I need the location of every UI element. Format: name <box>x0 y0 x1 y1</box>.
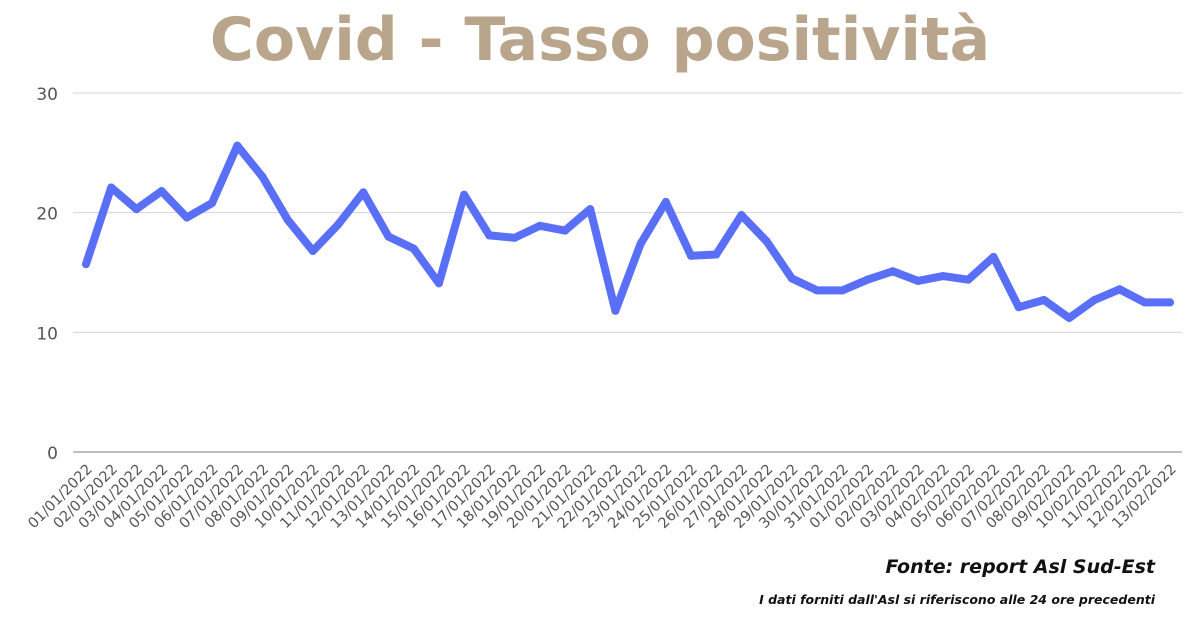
x-axis-ticks: 01/01/202202/01/202203/01/202204/01/2022… <box>25 462 1179 532</box>
data-point <box>737 211 746 220</box>
gridlines <box>73 92 1182 453</box>
data-point <box>888 267 897 276</box>
data-point <box>208 199 217 208</box>
data-point <box>132 205 141 214</box>
data-point <box>485 231 494 240</box>
data-point <box>384 232 393 241</box>
data-point <box>611 306 620 315</box>
data-point <box>787 274 796 283</box>
data-point <box>308 246 317 255</box>
data-point <box>687 251 696 260</box>
data-point <box>1115 285 1124 294</box>
y-tick-label: 30 <box>36 85 58 105</box>
data-point <box>762 237 771 246</box>
data-point <box>863 275 872 284</box>
y-tick-label: 0 <box>47 444 58 464</box>
data-points <box>82 141 1174 322</box>
data-point <box>258 172 267 181</box>
data-point <box>813 286 822 295</box>
data-point <box>510 233 519 242</box>
data-point <box>182 213 191 222</box>
data-point <box>712 250 721 259</box>
data-point <box>989 252 998 261</box>
y-tick-label: 20 <box>36 205 58 225</box>
data-point <box>1065 313 1074 322</box>
y-axis-ticks: 0 10 20 30 <box>36 85 58 464</box>
data-point <box>409 244 418 253</box>
data-point <box>913 276 922 285</box>
data-point <box>1039 296 1048 305</box>
data-point <box>283 215 292 224</box>
data-point <box>1014 303 1023 312</box>
data-point <box>434 279 443 288</box>
data-point <box>838 286 847 295</box>
series-line-layer <box>82 141 1174 322</box>
data-point <box>939 272 948 281</box>
data-point <box>359 188 368 197</box>
data-point <box>1090 296 1099 305</box>
data-point <box>586 205 595 214</box>
data-point <box>82 260 90 269</box>
data-point <box>560 226 569 235</box>
data-point <box>1166 298 1174 307</box>
data-point <box>233 141 242 150</box>
data-point <box>1140 298 1149 307</box>
data-point <box>334 220 343 229</box>
data-point <box>460 190 469 199</box>
data-point <box>157 187 166 196</box>
data-point <box>661 197 670 206</box>
data-point <box>636 239 645 248</box>
y-tick-label: 10 <box>36 324 58 344</box>
source-label: Fonte: report Asl Sud-Est <box>885 556 1155 578</box>
data-point <box>107 183 116 192</box>
chart-title: Covid - Tasso positività <box>209 5 991 75</box>
footnote: I dati forniti dall'Asl si riferiscono a… <box>759 592 1155 607</box>
data-point <box>964 275 973 284</box>
series-line <box>82 141 1174 322</box>
data-point <box>535 221 544 230</box>
